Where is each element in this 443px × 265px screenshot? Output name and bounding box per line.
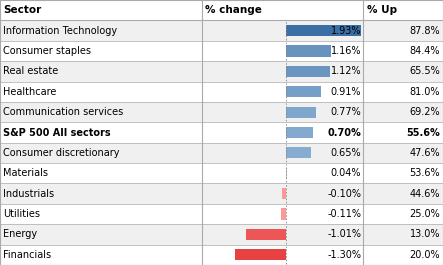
Bar bbox=[0, 82, 443, 102]
Bar bbox=[286, 66, 330, 77]
Text: 44.6%: 44.6% bbox=[409, 189, 440, 199]
Text: Information Technology: Information Technology bbox=[3, 26, 117, 36]
Text: -0.11%: -0.11% bbox=[327, 209, 361, 219]
Text: 53.6%: 53.6% bbox=[409, 168, 440, 178]
Text: 1.12%: 1.12% bbox=[330, 66, 361, 76]
Text: Industrials: Industrials bbox=[3, 189, 54, 199]
Text: S&P 500 All sectors: S&P 500 All sectors bbox=[3, 127, 111, 138]
Bar bbox=[0, 163, 443, 183]
Text: -1.01%: -1.01% bbox=[327, 229, 361, 239]
Text: Financials: Financials bbox=[3, 250, 51, 260]
Text: Utilities: Utilities bbox=[3, 209, 40, 219]
Text: 1.93%: 1.93% bbox=[331, 26, 361, 36]
Bar bbox=[0, 224, 443, 245]
Text: 81.0%: 81.0% bbox=[409, 87, 440, 97]
Bar bbox=[0, 183, 443, 204]
Bar bbox=[0, 245, 443, 265]
Text: 55.6%: 55.6% bbox=[406, 127, 440, 138]
Text: 1.16%: 1.16% bbox=[331, 46, 361, 56]
Bar bbox=[0, 61, 443, 82]
Bar bbox=[0, 41, 443, 61]
Text: Sector: Sector bbox=[3, 5, 41, 15]
Bar bbox=[0, 20, 443, 41]
Text: 47.6%: 47.6% bbox=[409, 148, 440, 158]
Text: Communication services: Communication services bbox=[3, 107, 123, 117]
Bar bbox=[246, 229, 286, 240]
Bar bbox=[286, 168, 287, 179]
Text: 69.2%: 69.2% bbox=[409, 107, 440, 117]
Text: Real estate: Real estate bbox=[3, 66, 58, 76]
Bar bbox=[286, 147, 311, 158]
Text: 25.0%: 25.0% bbox=[409, 209, 440, 219]
Text: 20.0%: 20.0% bbox=[409, 250, 440, 260]
Bar bbox=[281, 209, 286, 220]
Text: 0.70%: 0.70% bbox=[327, 127, 361, 138]
Text: % Up: % Up bbox=[367, 5, 397, 15]
Text: 0.65%: 0.65% bbox=[330, 148, 361, 158]
Bar bbox=[282, 188, 286, 199]
Text: % change: % change bbox=[205, 5, 261, 15]
Bar bbox=[286, 107, 316, 118]
Bar bbox=[286, 45, 331, 56]
Bar bbox=[0, 204, 443, 224]
Text: 87.8%: 87.8% bbox=[409, 26, 440, 36]
Bar bbox=[286, 127, 313, 138]
Bar bbox=[0, 102, 443, 122]
Text: Materials: Materials bbox=[3, 168, 48, 178]
Text: Consumer staples: Consumer staples bbox=[3, 46, 91, 56]
Text: -0.10%: -0.10% bbox=[327, 189, 361, 199]
Text: Healthcare: Healthcare bbox=[3, 87, 56, 97]
Bar bbox=[235, 249, 286, 260]
Text: 0.91%: 0.91% bbox=[331, 87, 361, 97]
Bar bbox=[0, 143, 443, 163]
Text: -1.30%: -1.30% bbox=[327, 250, 361, 260]
Bar bbox=[286, 25, 361, 36]
Text: Consumer discretionary: Consumer discretionary bbox=[3, 148, 120, 158]
Text: 65.5%: 65.5% bbox=[409, 66, 440, 76]
Text: 13.0%: 13.0% bbox=[409, 229, 440, 239]
Text: Energy: Energy bbox=[3, 229, 37, 239]
Text: 0.04%: 0.04% bbox=[331, 168, 361, 178]
Text: 84.4%: 84.4% bbox=[409, 46, 440, 56]
Bar bbox=[0, 122, 443, 143]
Text: 0.77%: 0.77% bbox=[330, 107, 361, 117]
Bar bbox=[0, 0, 443, 20]
Bar bbox=[286, 86, 321, 97]
